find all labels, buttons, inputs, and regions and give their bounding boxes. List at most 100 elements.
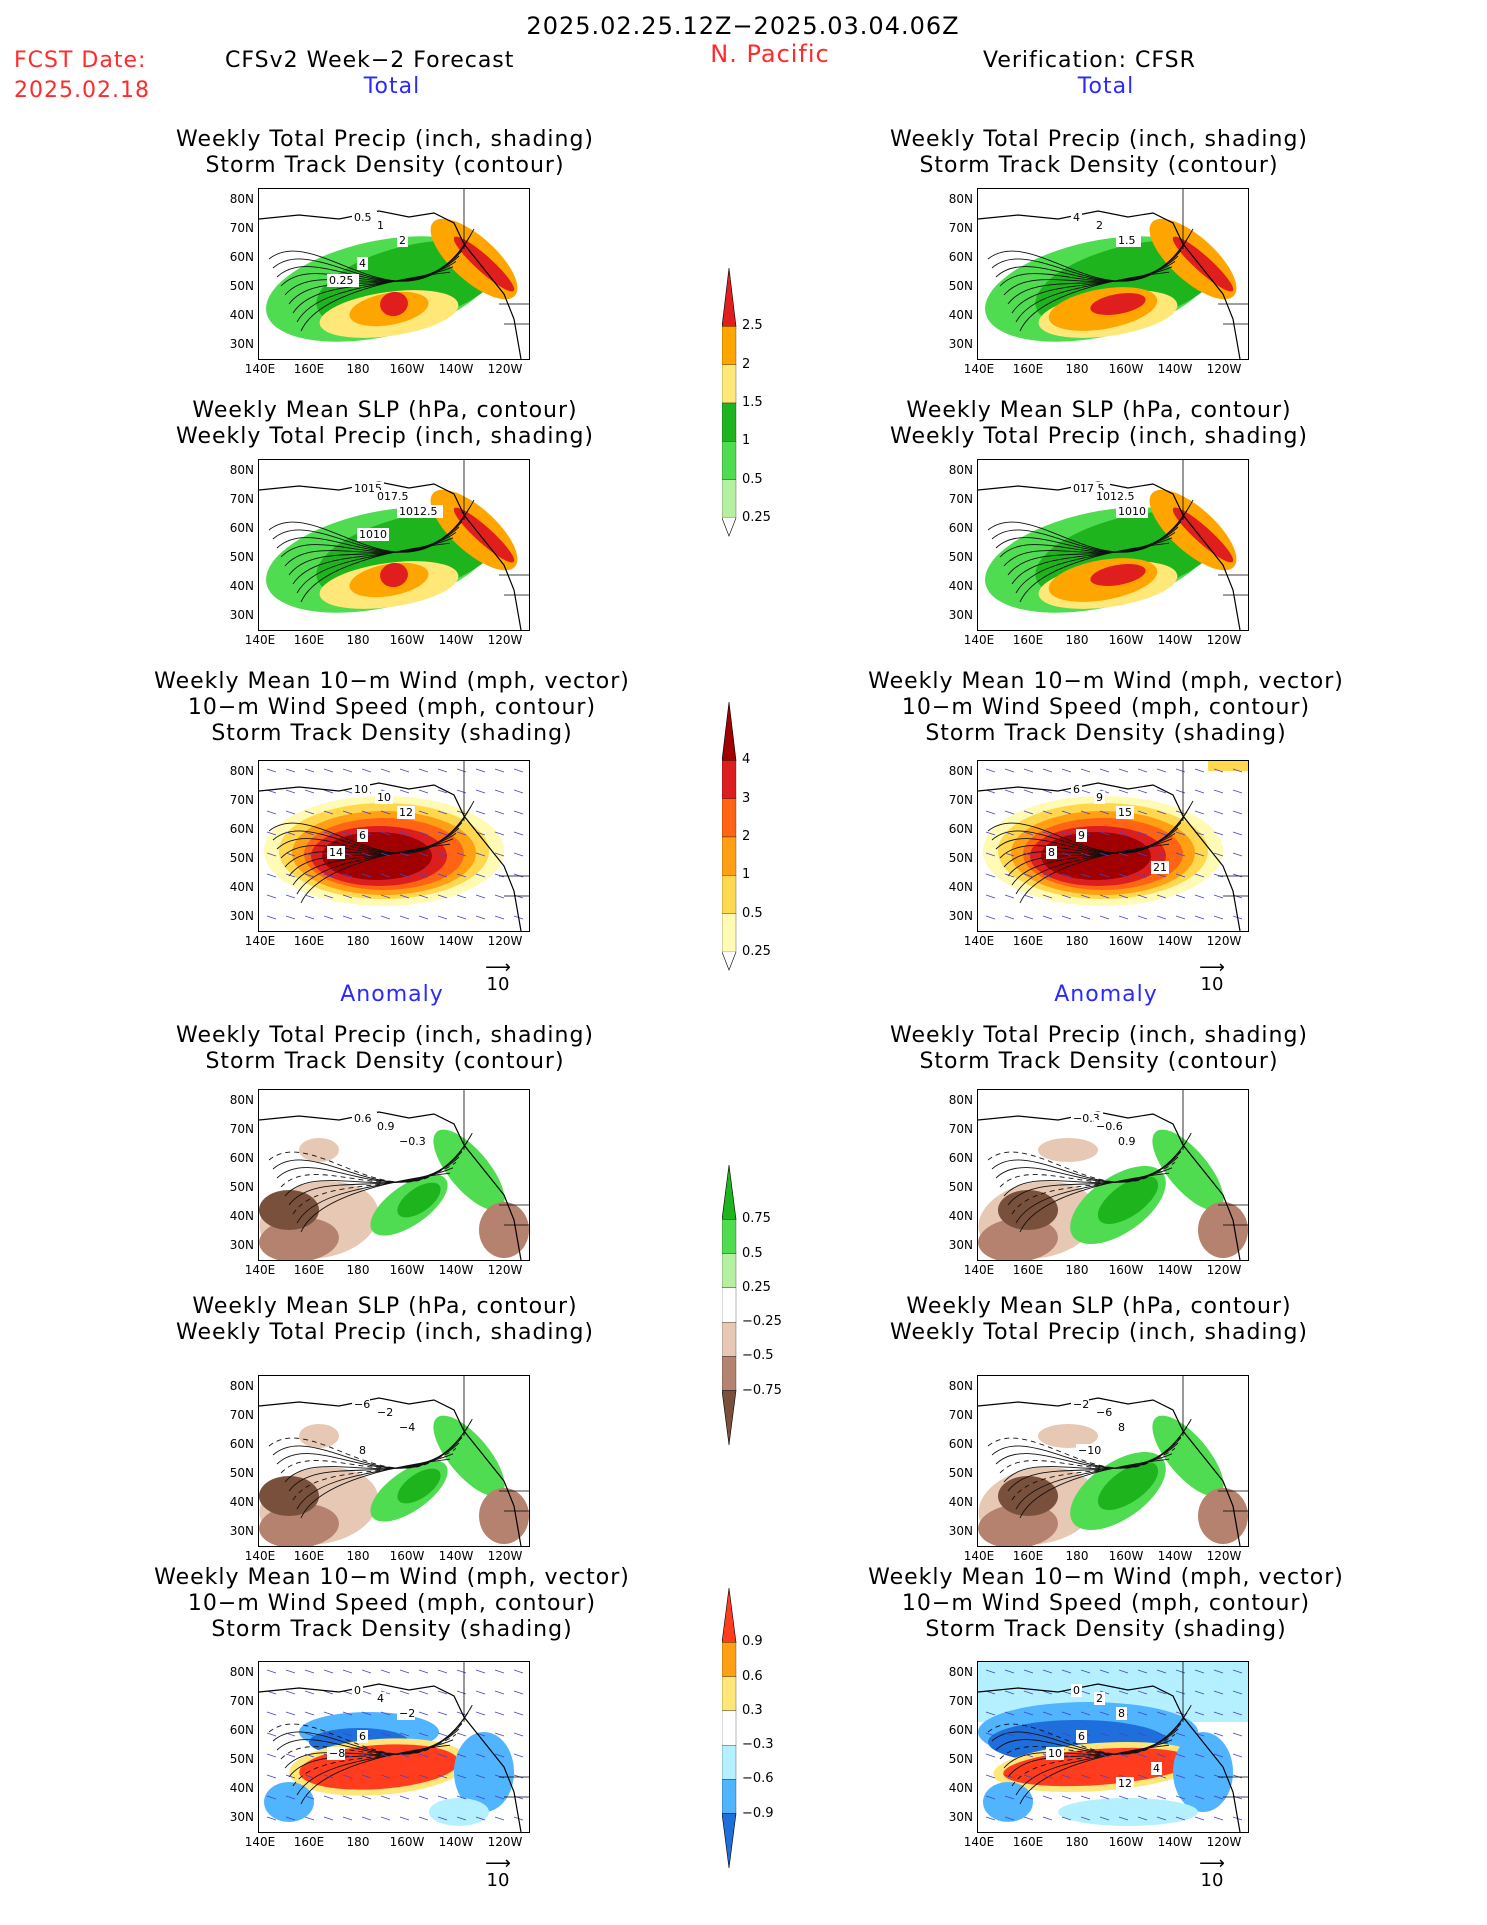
wind-vector (1080, 768, 1091, 773)
wind-vector (1137, 768, 1148, 773)
wind-vector (285, 1816, 296, 1821)
lat-tick-label: 50N (948, 851, 973, 865)
wind-vector (1232, 1669, 1243, 1674)
wind-vector (1156, 831, 1167, 836)
colorbar-swatch (722, 1779, 737, 1814)
contour-label: 0 (1071, 1684, 1082, 1697)
wind-vector (1232, 789, 1243, 794)
wind-vector (304, 1669, 315, 1674)
wind-vector (475, 789, 486, 794)
lon-tick-label: 140E (963, 1835, 995, 1849)
precip-anom-shade (479, 1202, 529, 1258)
wind-vector (513, 1690, 524, 1695)
wind-vector (285, 1669, 296, 1674)
lat-tick-label: 60N (948, 250, 973, 264)
wind-vector (1118, 852, 1129, 857)
wind-vector (418, 1711, 429, 1716)
wind-vector (285, 789, 296, 794)
wind-vector (513, 894, 524, 899)
wind-vector (342, 810, 353, 815)
wind-vector (1042, 831, 1053, 836)
wind-vector (494, 1711, 505, 1716)
lat-tick-label: 50N (229, 1752, 254, 1766)
coastline (259, 210, 522, 359)
svg-text:8: 8 (1118, 1421, 1125, 1434)
lat-tick-label: 50N (948, 279, 973, 293)
panel-title-v4: Weekly Total Precip (inch, shading) Storm… (889, 1023, 1309, 1074)
wind-vector (513, 768, 524, 773)
lon-tick-label: 120W (487, 1549, 523, 1563)
wind-vector (1232, 1753, 1243, 1758)
wind-vector (380, 1711, 391, 1716)
lat-tick-label: 50N (948, 1752, 973, 1766)
wind-vector (1194, 1774, 1205, 1779)
precip-shade (1090, 564, 1146, 586)
svg-text:6: 6 (359, 829, 366, 842)
border-line (1182, 1090, 1248, 1226)
wind-vector (985, 873, 996, 878)
lat-tick-label: 40N (948, 1209, 973, 1223)
svg-text:0: 0 (354, 1684, 361, 1697)
wind-vector (985, 1795, 996, 1800)
svg-text:0.9: 0.9 (377, 1120, 395, 1133)
wind-vector (513, 1753, 524, 1758)
lat-tick-label: 40N (229, 1781, 254, 1795)
lon-tick-label: 180 (1065, 1835, 1089, 1849)
svg-text:10: 10 (377, 791, 391, 804)
border-line (463, 761, 529, 897)
lon-tick-label: 120W (487, 633, 523, 647)
wind-vector (1042, 1774, 1053, 1779)
colorbar-swatch (722, 1390, 737, 1445)
wind-vector (1080, 852, 1091, 857)
contour-line (1007, 1728, 1179, 1778)
lon-tick-label: 180 (1065, 934, 1089, 948)
wind-vector (1156, 1774, 1167, 1779)
contour-label: 14 (327, 846, 345, 859)
lon-tick-label: 180 (346, 633, 370, 647)
wind-vector (1061, 873, 1072, 878)
contour-line (300, 542, 451, 603)
contour-line (280, 1431, 466, 1474)
svg-text:0: 0 (1073, 1684, 1080, 1697)
contour-line (280, 1717, 466, 1760)
wind-vector (1099, 852, 1110, 857)
contour-line (288, 827, 460, 877)
wind-vector (285, 1732, 296, 1737)
section-anomaly-left: Anomaly (340, 982, 444, 1007)
lon-tick-label: 140E (244, 1549, 276, 1563)
wind-vector (380, 1732, 391, 1737)
contour-line (288, 1156, 460, 1206)
contour-line (296, 1739, 454, 1796)
contour-line (1019, 1744, 1170, 1805)
contour-line (296, 266, 454, 323)
colorbar-label: 2 (742, 829, 751, 844)
contour-line (1011, 1448, 1176, 1501)
wind-vector (323, 1816, 334, 1821)
lon-tick-label: 160E (293, 934, 325, 948)
wind-vector (304, 1795, 315, 1800)
svg-text:1010: 1010 (359, 528, 387, 541)
wind-vector (475, 1690, 486, 1695)
wind-vector (266, 1795, 277, 1800)
date-range-title: 2025.02.25.12Z−2025.03.04.06Z (526, 12, 960, 40)
colorbar-swatch (722, 798, 737, 838)
svg-text:−0.3: −0.3 (1073, 1112, 1100, 1125)
wind-vector (266, 873, 277, 878)
wind-vector (1137, 1711, 1148, 1716)
coastline (259, 1111, 522, 1260)
wind-vector (285, 1795, 296, 1800)
wind-vector (304, 852, 315, 857)
wind-vector (1023, 1753, 1034, 1758)
precip-anom-shade (1152, 1415, 1224, 1497)
colorbar-label: 0.3 (742, 1702, 763, 1718)
wind-vector (1232, 831, 1243, 836)
wind-vector (361, 1795, 372, 1800)
contour-line (1015, 266, 1173, 323)
svg-text:1010: 1010 (1118, 505, 1146, 518)
wind-vector (1175, 1816, 1186, 1821)
lon-tick-label: 160E (1012, 362, 1044, 376)
wind-vector (1042, 894, 1053, 899)
wind-vector (1137, 789, 1148, 794)
wind-vector (304, 810, 315, 815)
contour-label: 12 (1116, 1777, 1134, 1790)
